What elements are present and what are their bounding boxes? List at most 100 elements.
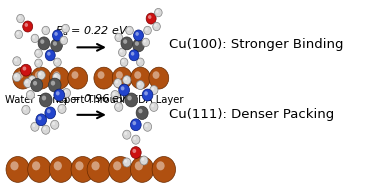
Text: Cu(111): Denser Packing: Cu(111): Denser Packing [169, 108, 334, 121]
Circle shape [31, 34, 39, 43]
Circle shape [28, 92, 31, 95]
Circle shape [127, 28, 130, 31]
Circle shape [143, 40, 146, 43]
Circle shape [134, 71, 141, 79]
Circle shape [14, 74, 17, 77]
Circle shape [6, 156, 29, 182]
Circle shape [45, 107, 56, 119]
Circle shape [51, 81, 55, 86]
Circle shape [135, 161, 143, 170]
Circle shape [13, 73, 21, 82]
Circle shape [17, 71, 23, 79]
Circle shape [136, 81, 145, 90]
Circle shape [54, 58, 61, 66]
Circle shape [35, 49, 42, 57]
Circle shape [153, 71, 160, 79]
Circle shape [113, 161, 121, 170]
Circle shape [127, 96, 132, 100]
Circle shape [131, 52, 134, 56]
Circle shape [154, 24, 157, 27]
Circle shape [124, 77, 127, 81]
Circle shape [124, 160, 127, 163]
Circle shape [22, 105, 30, 114]
Circle shape [155, 9, 162, 17]
Circle shape [145, 124, 148, 127]
Circle shape [112, 67, 132, 89]
Circle shape [31, 122, 39, 131]
Circle shape [138, 82, 141, 85]
Circle shape [137, 58, 144, 66]
Circle shape [62, 88, 70, 98]
Circle shape [28, 156, 51, 182]
Circle shape [60, 36, 68, 45]
Circle shape [28, 76, 36, 85]
Circle shape [53, 41, 57, 46]
Circle shape [42, 96, 46, 100]
Text: $E_\mathrm{a}$ = 0.96 eV: $E_\mathrm{a}$ = 0.96 eV [55, 92, 129, 106]
Circle shape [39, 93, 52, 107]
Circle shape [31, 78, 43, 92]
Circle shape [132, 149, 136, 153]
Circle shape [131, 67, 150, 89]
Circle shape [36, 51, 39, 54]
Circle shape [120, 50, 123, 53]
Circle shape [41, 125, 50, 134]
Circle shape [123, 130, 131, 139]
Circle shape [38, 116, 41, 120]
Circle shape [37, 71, 46, 80]
Circle shape [87, 156, 110, 182]
Text: Water Transport Through EDA Layer: Water Transport Through EDA Layer [5, 95, 184, 105]
Circle shape [135, 41, 139, 46]
Circle shape [61, 38, 64, 41]
Circle shape [143, 122, 152, 131]
Circle shape [47, 109, 51, 113]
Circle shape [144, 91, 148, 95]
Circle shape [52, 30, 62, 41]
Circle shape [43, 127, 46, 130]
Circle shape [123, 76, 131, 85]
Circle shape [115, 33, 123, 42]
Circle shape [38, 37, 50, 50]
Circle shape [113, 92, 115, 95]
Circle shape [31, 67, 51, 89]
Circle shape [52, 73, 61, 82]
Circle shape [119, 48, 126, 57]
Circle shape [43, 28, 46, 31]
Circle shape [98, 71, 105, 79]
Circle shape [54, 89, 65, 101]
Circle shape [18, 16, 21, 19]
Circle shape [15, 30, 22, 39]
Circle shape [33, 36, 35, 39]
Circle shape [55, 60, 58, 63]
Circle shape [22, 67, 26, 71]
Circle shape [63, 26, 66, 29]
Circle shape [130, 147, 141, 158]
Circle shape [130, 119, 141, 131]
Circle shape [48, 78, 61, 92]
Circle shape [59, 106, 62, 109]
Circle shape [47, 52, 51, 56]
Circle shape [141, 158, 144, 161]
Circle shape [42, 26, 50, 35]
Circle shape [54, 32, 58, 36]
Circle shape [23, 107, 26, 110]
Circle shape [50, 67, 69, 89]
Circle shape [135, 32, 139, 36]
Text: Cu(100): Stronger Binding: Cu(100): Stronger Binding [169, 38, 344, 51]
Circle shape [153, 22, 160, 31]
Circle shape [10, 161, 19, 170]
Circle shape [123, 158, 131, 167]
Circle shape [40, 39, 44, 44]
Circle shape [33, 81, 37, 86]
Circle shape [62, 24, 69, 33]
Circle shape [115, 102, 123, 112]
Circle shape [150, 102, 158, 112]
Circle shape [45, 50, 55, 61]
Circle shape [21, 64, 31, 76]
Circle shape [119, 84, 130, 96]
Circle shape [32, 161, 40, 170]
Circle shape [121, 37, 132, 50]
Circle shape [94, 67, 114, 89]
Circle shape [151, 87, 154, 90]
Circle shape [123, 39, 127, 44]
